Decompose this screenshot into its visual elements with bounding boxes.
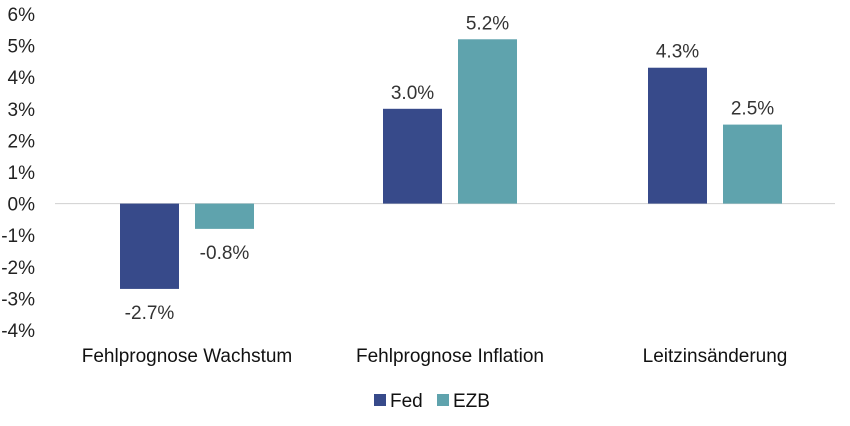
y-tick-label: -2% bbox=[1, 258, 35, 279]
data-label: 2.5% bbox=[731, 99, 774, 120]
y-tick-label: 0% bbox=[8, 195, 36, 216]
category-label: Leitzinsänderung bbox=[643, 346, 788, 367]
y-tick-label: -3% bbox=[1, 289, 35, 310]
y-tick-label: -1% bbox=[1, 226, 35, 247]
y-tick-label: 5% bbox=[8, 37, 36, 58]
x-axis-categories: Fehlprognose Wachstum Fehlprognose Inflat… bbox=[82, 346, 788, 367]
y-tick-label: 1% bbox=[8, 163, 36, 184]
data-labels: -2.7% -0.8% 3.0% 5.2% 4.3% 2.5% bbox=[125, 13, 775, 324]
data-label: 4.3% bbox=[656, 42, 699, 63]
bar-ezb bbox=[723, 124, 782, 204]
y-tick-label: 4% bbox=[8, 68, 36, 89]
data-label: -2.7% bbox=[125, 303, 175, 324]
y-axis-ticks: 6% 5% 4% 3% 2% 1% 0% -1% -2% -3% -4% bbox=[1, 5, 35, 342]
data-label: -0.8% bbox=[200, 243, 250, 264]
bar-fed bbox=[120, 203, 179, 289]
y-tick-label: 2% bbox=[8, 131, 36, 152]
bar-fed bbox=[383, 108, 442, 204]
legend-label-ezb: EZB bbox=[453, 391, 490, 412]
legend: Fed EZB bbox=[374, 391, 490, 412]
category-label: Fehlprognose Wachstum bbox=[82, 346, 293, 367]
legend-swatch-ezb bbox=[437, 394, 449, 406]
y-tick-label: 6% bbox=[8, 5, 36, 26]
data-label: 5.2% bbox=[466, 13, 509, 34]
bars bbox=[120, 39, 782, 289]
y-tick-label: -4% bbox=[1, 321, 35, 342]
y-tick-label: 3% bbox=[8, 100, 36, 121]
data-label: 3.0% bbox=[391, 83, 434, 104]
bar-ezb bbox=[195, 203, 254, 229]
legend-swatch-fed bbox=[374, 394, 386, 406]
category-label: Fehlprognose Inflation bbox=[356, 346, 544, 367]
legend-label-fed: Fed bbox=[390, 391, 423, 412]
bar-fed bbox=[648, 67, 707, 204]
bar-ezb bbox=[458, 39, 517, 204]
